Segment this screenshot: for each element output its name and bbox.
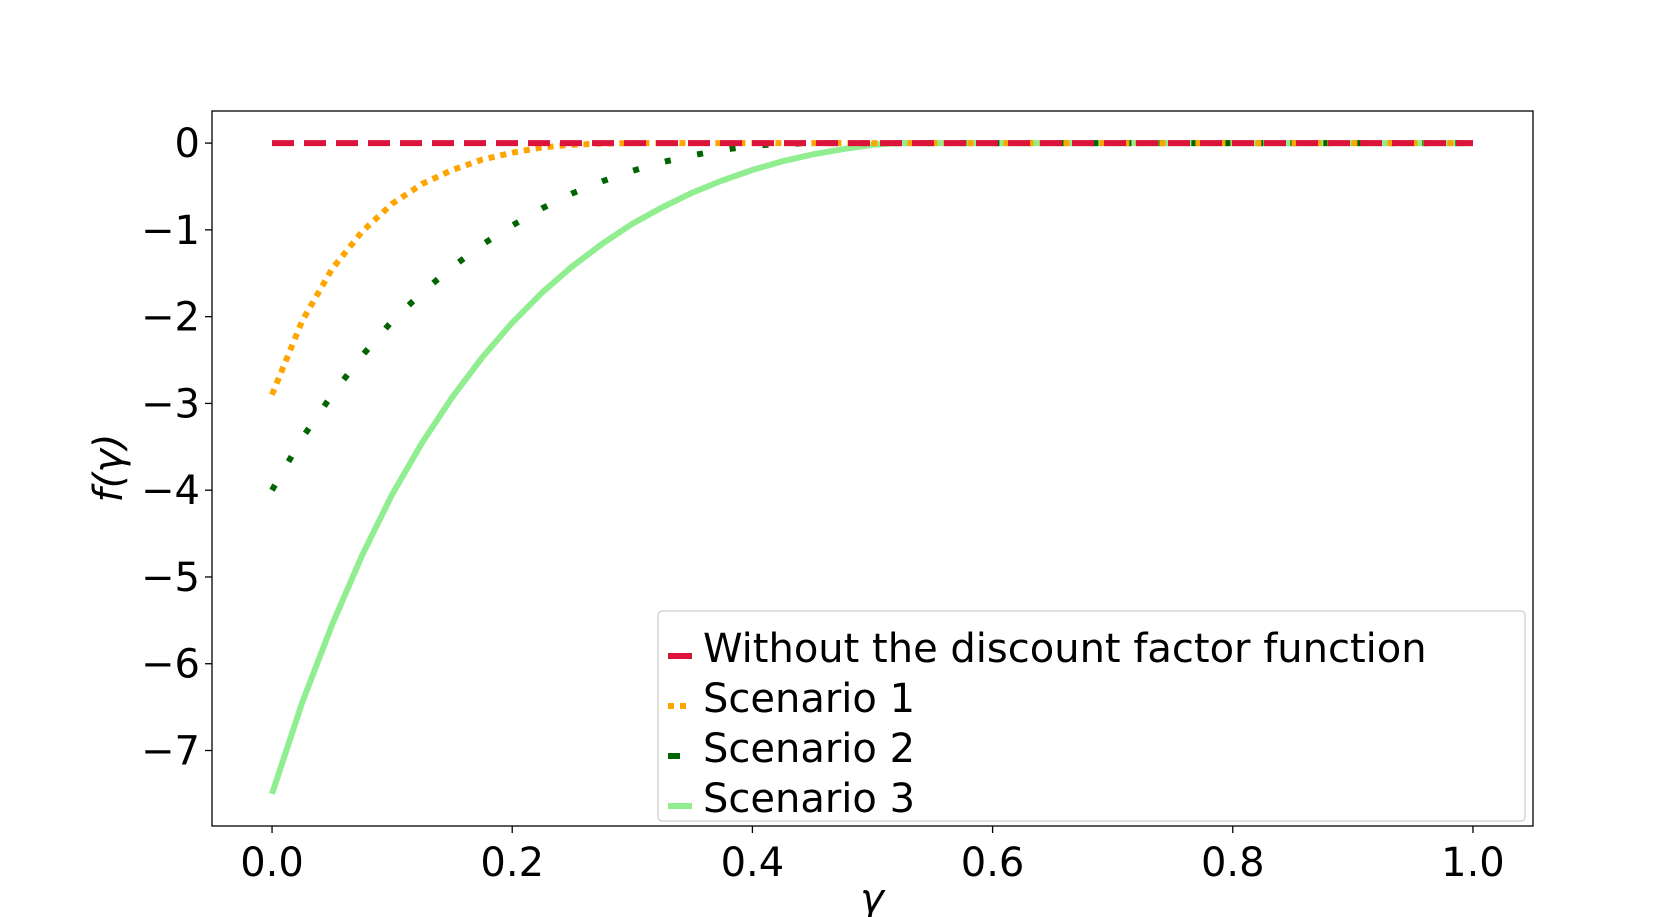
x-tick-label: 0.2	[480, 840, 544, 886]
legend-label: Without the discount factor function	[703, 626, 1427, 672]
y-tick-label: −4	[141, 468, 200, 514]
y-tick-label: 0	[175, 121, 200, 167]
y-tick-label: −5	[141, 555, 200, 601]
legend-frame	[657, 610, 1526, 822]
y-tick-label: −2	[141, 295, 200, 341]
legend-label: Scenario 2	[703, 726, 915, 772]
x-axis: 0.0 0.2 0.4 0.6 0.8 1.0	[240, 826, 1505, 886]
legend-label: Scenario 1	[703, 676, 915, 722]
y-tick-label: −3	[141, 381, 200, 427]
legend: Without the discount factor functionScen…	[657, 610, 1526, 822]
y-tick-label: −6	[141, 642, 200, 688]
x-tick-label: 0.8	[1201, 840, 1265, 886]
legend-label: Scenario 3	[703, 776, 915, 822]
series-layer	[269, 140, 1473, 795]
y-axis-title: f(γ)	[86, 434, 132, 503]
x-tick-label: 0.6	[961, 840, 1025, 886]
x-axis-title: γ	[860, 876, 886, 917]
y-axis: 0 −1 −2 −3 −4 −5 −6 −7	[141, 121, 212, 775]
y-tick-label: −1	[141, 208, 200, 254]
x-tick-label: 0.0	[240, 840, 304, 886]
x-tick-label: 0.4	[721, 840, 785, 886]
x-tick-label: 1.0	[1441, 840, 1505, 886]
y-tick-label: −7	[141, 729, 200, 775]
